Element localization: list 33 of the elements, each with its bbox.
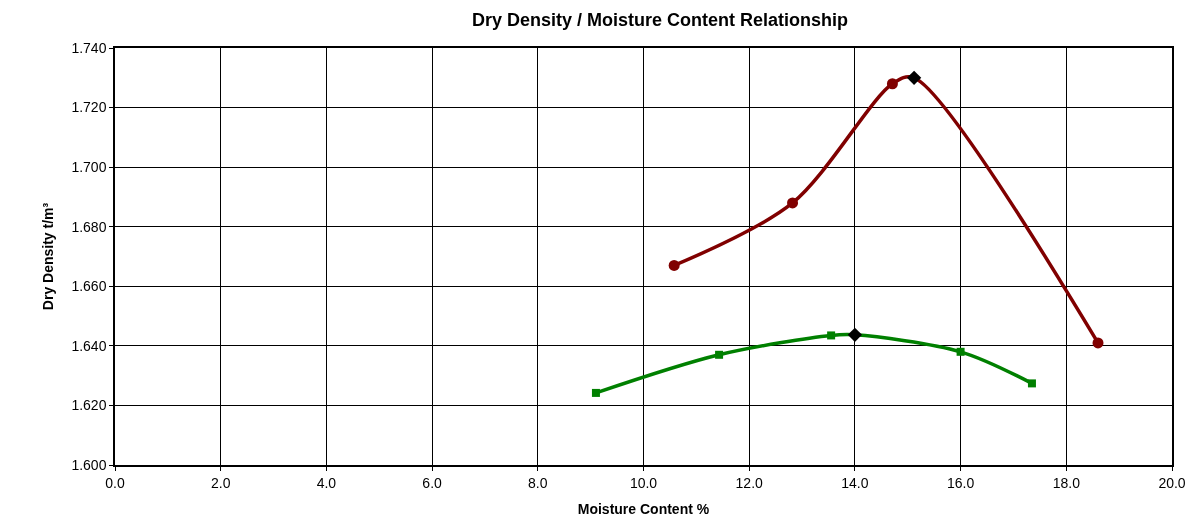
point	[1092, 337, 1104, 349]
y-tick-label: 1.700	[71, 159, 107, 176]
x-tick-label: 16.0	[946, 474, 975, 491]
point	[715, 350, 724, 359]
x-tick-label: 6.0	[422, 474, 443, 491]
x-tick-label: 8.0	[528, 474, 548, 491]
chart-title: Dry Density / Moisture Content Relationship	[471, 9, 849, 30]
point	[1027, 379, 1036, 388]
point	[956, 347, 965, 356]
y-tick-label: 1.720	[71, 99, 107, 116]
point	[591, 388, 600, 397]
y-tick-label: 1.680	[71, 218, 107, 235]
x-tick-label: 4.0	[316, 474, 337, 491]
x-tick-label: 14.0	[841, 474, 869, 491]
point	[827, 331, 836, 340]
point	[787, 197, 799, 209]
y-tick-label: 1.620	[71, 397, 107, 414]
x-tick-label: 0.0	[105, 474, 125, 491]
point	[906, 70, 922, 85]
x-tick-label: 12.0	[735, 474, 764, 491]
y-tick-label: 1.640	[71, 337, 107, 354]
point	[668, 259, 680, 271]
point	[847, 327, 863, 342]
x-tick-label: 20.0	[1158, 474, 1186, 491]
x-tick-label: 2.0	[210, 474, 231, 491]
point	[886, 78, 898, 90]
x-tick-label: 18.0	[1052, 474, 1081, 491]
x-axis-title: Moisture Content %	[577, 501, 710, 518]
x-tick-label: 10.0	[629, 474, 658, 491]
y-tick-label: 1.740	[71, 39, 107, 56]
y-tick-label: 1.600	[71, 456, 107, 473]
y-axis-title: Dry Density t/m³	[39, 202, 56, 311]
y-tick-label: 1.660	[71, 278, 107, 295]
